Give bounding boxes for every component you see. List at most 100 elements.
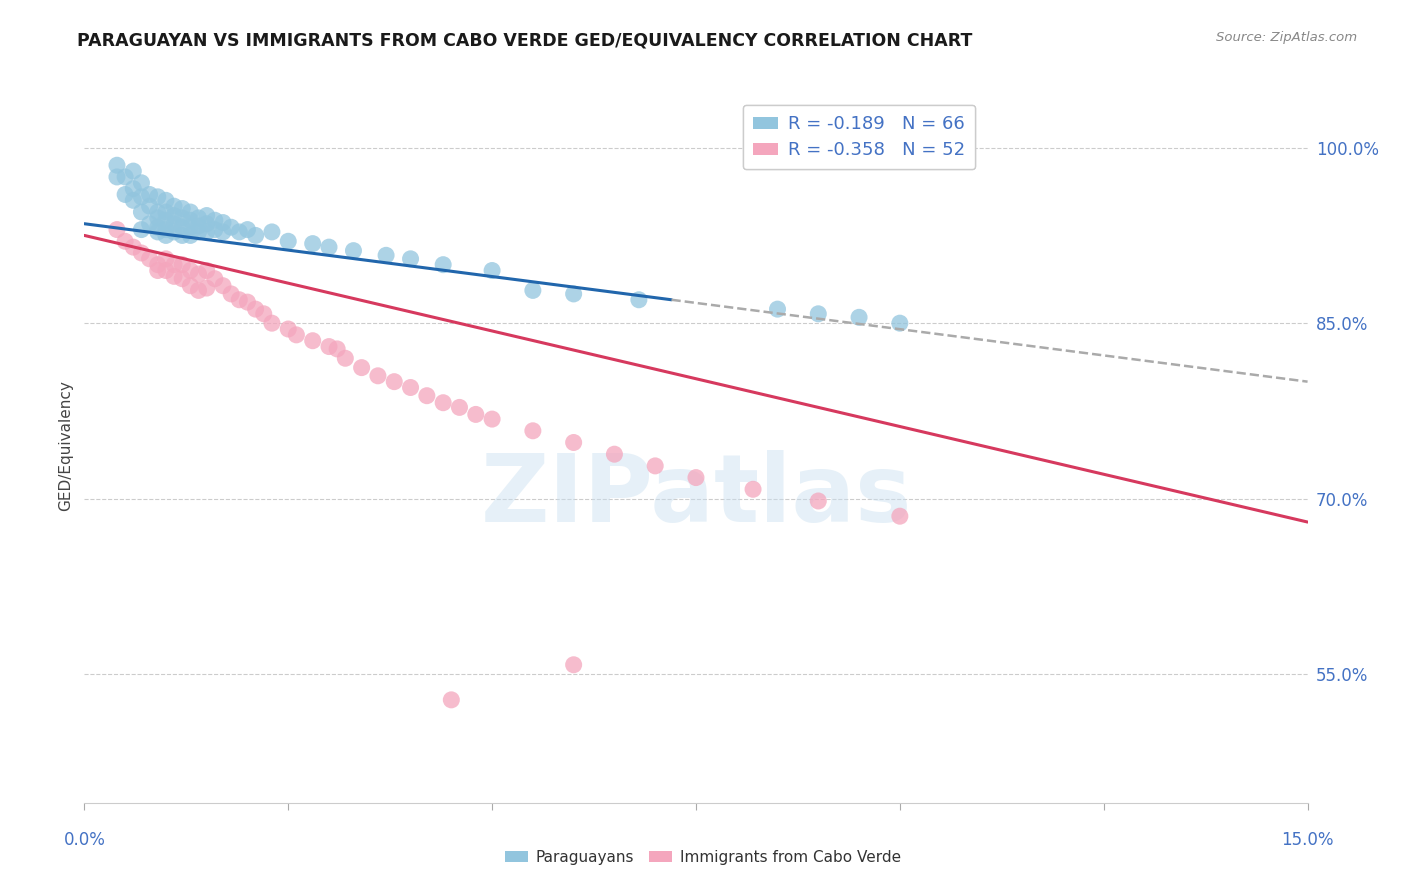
Point xyxy=(204,222,226,236)
Point xyxy=(172,271,194,285)
Point xyxy=(138,252,160,266)
Point xyxy=(179,263,201,277)
Point xyxy=(172,220,194,235)
Point xyxy=(440,693,463,707)
Point xyxy=(228,225,250,239)
Point xyxy=(807,494,830,508)
Point xyxy=(122,194,145,208)
Point xyxy=(367,368,389,383)
Point xyxy=(627,293,650,307)
Point xyxy=(138,187,160,202)
Point xyxy=(163,258,186,272)
Legend: Paraguayans, Immigrants from Cabo Verde: Paraguayans, Immigrants from Cabo Verde xyxy=(499,844,907,871)
Point xyxy=(277,234,299,248)
Point xyxy=(432,258,454,272)
Point xyxy=(172,202,194,216)
Point xyxy=(131,246,153,260)
Point xyxy=(179,205,201,219)
Point xyxy=(318,240,340,254)
Point xyxy=(131,176,153,190)
Point xyxy=(146,258,169,272)
Point xyxy=(195,225,218,239)
Point xyxy=(464,408,486,422)
Point xyxy=(163,269,186,284)
Point xyxy=(481,263,503,277)
Point xyxy=(172,258,194,272)
Point xyxy=(122,240,145,254)
Point xyxy=(163,209,186,223)
Point xyxy=(195,209,218,223)
Point xyxy=(146,190,169,204)
Point xyxy=(807,307,830,321)
Text: PARAGUAYAN VS IMMIGRANTS FROM CABO VERDE GED/EQUIVALENCY CORRELATION CHART: PARAGUAYAN VS IMMIGRANTS FROM CABO VERDE… xyxy=(77,31,973,49)
Point xyxy=(187,267,209,281)
Point xyxy=(742,483,765,497)
Point xyxy=(375,248,398,262)
Point xyxy=(603,447,626,461)
Point xyxy=(163,225,186,239)
Point xyxy=(562,287,585,301)
Point xyxy=(155,222,177,236)
Point xyxy=(260,316,283,330)
Point xyxy=(228,293,250,307)
Point xyxy=(326,342,349,356)
Point xyxy=(155,252,177,266)
Point xyxy=(245,302,267,317)
Point xyxy=(562,657,585,672)
Point xyxy=(245,228,267,243)
Point xyxy=(522,424,544,438)
Text: 15.0%: 15.0% xyxy=(1281,831,1334,849)
Point xyxy=(105,169,128,184)
Point xyxy=(155,213,177,227)
Point xyxy=(342,244,364,258)
Point xyxy=(105,222,128,236)
Point xyxy=(146,225,169,239)
Text: 0.0%: 0.0% xyxy=(63,831,105,849)
Point xyxy=(131,205,153,219)
Point xyxy=(212,225,235,239)
Point xyxy=(382,375,405,389)
Point xyxy=(212,216,235,230)
Point xyxy=(522,284,544,298)
Point xyxy=(114,169,136,184)
Point xyxy=(179,228,201,243)
Point xyxy=(253,307,276,321)
Point xyxy=(685,470,707,484)
Point xyxy=(204,213,226,227)
Point xyxy=(114,187,136,202)
Point xyxy=(195,217,218,231)
Point xyxy=(195,281,218,295)
Point xyxy=(187,211,209,225)
Point xyxy=(889,509,911,524)
Point xyxy=(146,220,169,235)
Point xyxy=(277,322,299,336)
Point xyxy=(155,263,177,277)
Point xyxy=(260,225,283,239)
Point xyxy=(179,278,201,293)
Point xyxy=(212,278,235,293)
Point xyxy=(122,164,145,178)
Point xyxy=(766,302,789,317)
Point xyxy=(155,194,177,208)
Point xyxy=(236,295,259,310)
Point xyxy=(172,228,194,243)
Point xyxy=(146,211,169,225)
Point xyxy=(163,199,186,213)
Point xyxy=(301,334,323,348)
Point xyxy=(155,228,177,243)
Point xyxy=(219,287,242,301)
Point xyxy=(889,316,911,330)
Point xyxy=(481,412,503,426)
Point xyxy=(335,351,357,366)
Point xyxy=(195,263,218,277)
Point xyxy=(179,213,201,227)
Text: ZIPatlas: ZIPatlas xyxy=(481,450,911,542)
Point xyxy=(146,205,169,219)
Point xyxy=(138,199,160,213)
Y-axis label: GED/Equivalency: GED/Equivalency xyxy=(58,381,73,511)
Point xyxy=(285,327,308,342)
Point xyxy=(318,340,340,354)
Point xyxy=(644,458,666,473)
Point xyxy=(179,220,201,235)
Point xyxy=(187,225,209,239)
